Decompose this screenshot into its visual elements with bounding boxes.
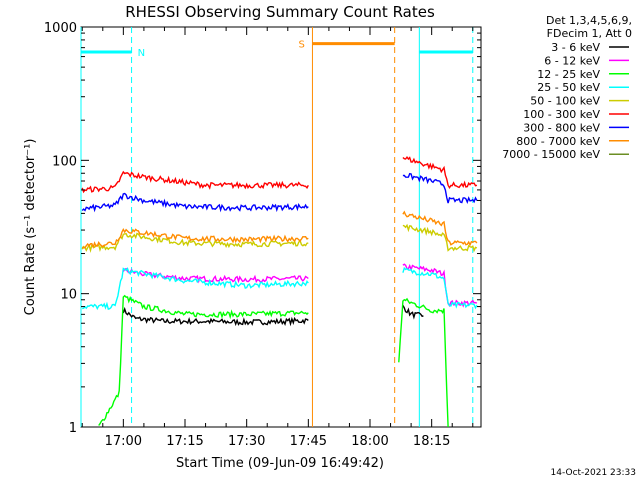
series-3_6keV-segment-0 [122, 306, 309, 327]
series-12_25keV-segment-0 [98, 294, 309, 426]
x-tick-label-1700: 17:00 [105, 434, 142, 449]
series-12_25keV-segment-1 [398, 297, 449, 428]
series-100_300keV-segment-1 [402, 156, 478, 190]
footer-date: 14-Oct-2021 23:33 [551, 468, 636, 478]
legend-label-0: 3 - 6 keV [551, 41, 600, 54]
y-axis-label: Count Rate (s⁻¹ detector⁻¹) [23, 139, 38, 316]
series-100_300keV-segment-0 [81, 170, 309, 194]
y-tick-label-10: 10 [60, 288, 77, 303]
series-300_800keV-segment-1 [402, 172, 478, 205]
saa-label: S [298, 40, 304, 51]
x-tick-label-1730: 17:30 [228, 434, 265, 449]
series-3_6keV-segment-1 [402, 305, 424, 320]
night-label: N [138, 48, 145, 59]
series-300_800keV-segment-0 [81, 192, 309, 213]
legend-label-2: 12 - 25 keV [537, 68, 600, 81]
x-tick-label-1815: 18:15 [413, 434, 450, 449]
x-axis-label: Start Time (09-Jun-09 16:49:42) [176, 456, 384, 471]
series-25_50keV-segment-0 [82, 267, 309, 311]
series-800_7000keV-segment-0 [81, 228, 309, 249]
series-6_12keV-segment-0 [122, 267, 309, 284]
legend-label-1: 6 - 12 keV [544, 54, 600, 67]
x-tick-label-1800: 18:00 [351, 434, 388, 449]
chart-title: RHESSI Observing Summary Count Rates [125, 3, 435, 21]
legend-label-4: 50 - 100 keV [530, 95, 600, 108]
series-6_12keV-segment-1 [402, 263, 478, 308]
legend-label-6: 300 - 800 keV [523, 121, 600, 134]
series-25_50keV-segment-1 [402, 266, 478, 310]
series-50_100keV-segment-1 [402, 223, 478, 253]
series-800_7000keV-segment-1 [402, 210, 478, 247]
plot-frame [80, 26, 482, 428]
x-tick-label-1715: 17:15 [166, 434, 203, 449]
y-tick-label-1000: 1000 [44, 21, 77, 36]
y-tick-label-100: 100 [52, 154, 77, 169]
legend-label-3: 25 - 50 keV [537, 81, 600, 94]
legend-header-1: FDecim 1, Att 0 [547, 27, 632, 40]
x-tick-label-1745: 17:45 [290, 434, 327, 449]
legend-header-0: Det 1,3,4,5,6,9, [546, 14, 632, 27]
legend-label-8: 7000 - 15000 keV [502, 148, 600, 161]
y-tick-label-1: 1 [69, 421, 77, 436]
legend-label-7: 800 - 7000 keV [516, 135, 600, 148]
legend-label-5: 100 - 300 keV [523, 108, 600, 121]
